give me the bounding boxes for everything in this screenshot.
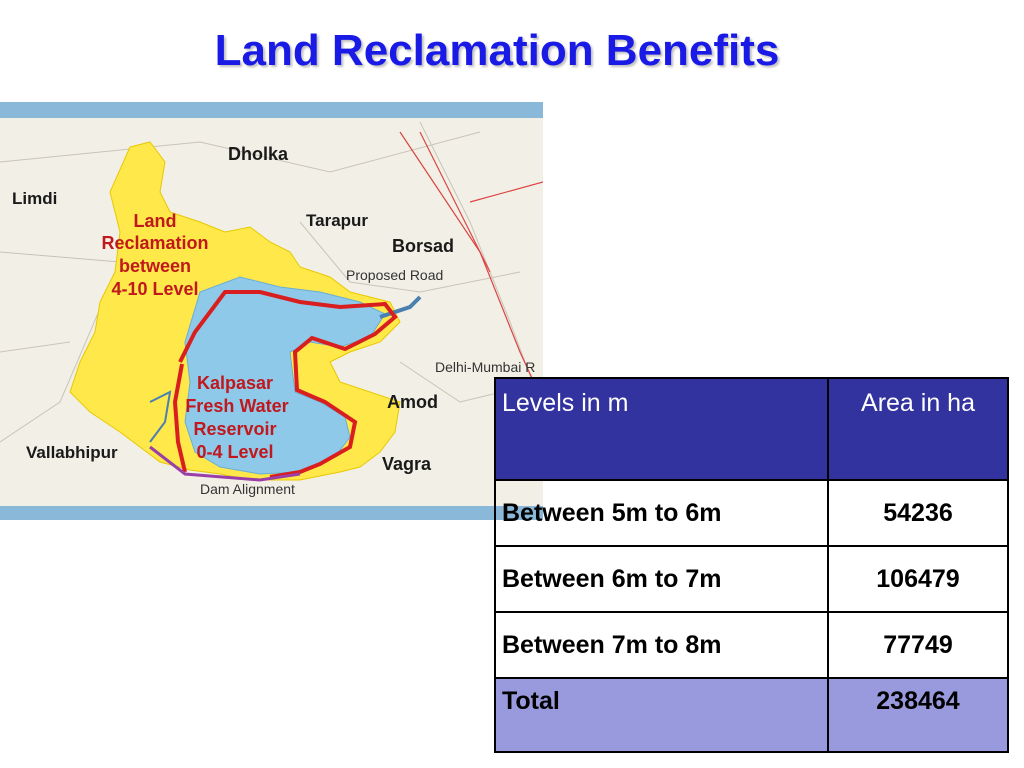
header-levels: Levels in m bbox=[494, 377, 829, 481]
label-land-4: 4-10 Level bbox=[111, 279, 198, 299]
row-area: 54236 bbox=[827, 479, 1009, 547]
label-delhi-mumbai: Delhi-Mumbai R bbox=[435, 359, 535, 375]
label-tarapur: Tarapur bbox=[306, 211, 368, 230]
row-level: Between 5m to 6m bbox=[494, 479, 829, 547]
reclamation-map: Dholka Limdi Tarapur Borsad Proposed Roa… bbox=[0, 102, 543, 520]
label-dam-alignment: Dam Alignment bbox=[200, 481, 295, 497]
row-level: Between 6m to 7m bbox=[494, 545, 829, 613]
map-highways bbox=[399, 131, 543, 403]
table-header-row: Levels in m Area in ha bbox=[494, 377, 1009, 481]
label-land-3: between bbox=[119, 256, 191, 276]
dam-alignment-line bbox=[149, 445, 301, 482]
slide-title: Land Reclamation Benefits bbox=[214, 26, 780, 75]
total-label: Total bbox=[494, 677, 829, 753]
reclamation-boundary-west bbox=[172, 363, 187, 473]
header-area: Area in ha bbox=[827, 377, 1009, 481]
table-row: Between 6m to 7m 106479 bbox=[494, 545, 1009, 613]
row-area: 106479 bbox=[827, 545, 1009, 613]
label-vallabhipur: Vallabhipur bbox=[26, 443, 118, 462]
table-row: Between 5m to 6m 54236 bbox=[494, 479, 1009, 547]
label-vagra: Vagra bbox=[382, 454, 432, 474]
table-total-row: Total 238464 bbox=[494, 677, 1009, 753]
label-land-2: Reclamation bbox=[101, 233, 208, 253]
label-dholka: Dholka bbox=[228, 144, 289, 164]
label-kalpasar-2: Fresh Water bbox=[185, 396, 288, 416]
map-top-frame bbox=[0, 102, 543, 118]
label-amod: Amod bbox=[387, 392, 438, 412]
levels-table: Levels in m Area in ha Between 5m to 6m … bbox=[494, 377, 1009, 753]
reclamation-boundary bbox=[178, 290, 398, 479]
river-west bbox=[149, 390, 172, 443]
row-level: Between 7m to 8m bbox=[494, 611, 829, 679]
table-row: Between 7m to 8m 77749 bbox=[494, 611, 1009, 679]
map-graphic: Dholka Limdi Tarapur Borsad Proposed Roa… bbox=[0, 102, 543, 520]
label-kalpasar-1: Kalpasar bbox=[197, 373, 273, 393]
label-borsad: Borsad bbox=[392, 236, 454, 256]
label-land-1: Land bbox=[134, 211, 177, 231]
label-limdi: Limdi bbox=[12, 189, 57, 208]
row-area: 77749 bbox=[827, 611, 1009, 679]
label-proposed-road: Proposed Road bbox=[346, 267, 443, 283]
map-bottom-frame bbox=[0, 506, 543, 520]
label-kalpasar-3: Reservoir bbox=[193, 419, 276, 439]
label-kalpasar-4: 0-4 Level bbox=[196, 442, 273, 462]
total-area: 238464 bbox=[827, 677, 1009, 753]
